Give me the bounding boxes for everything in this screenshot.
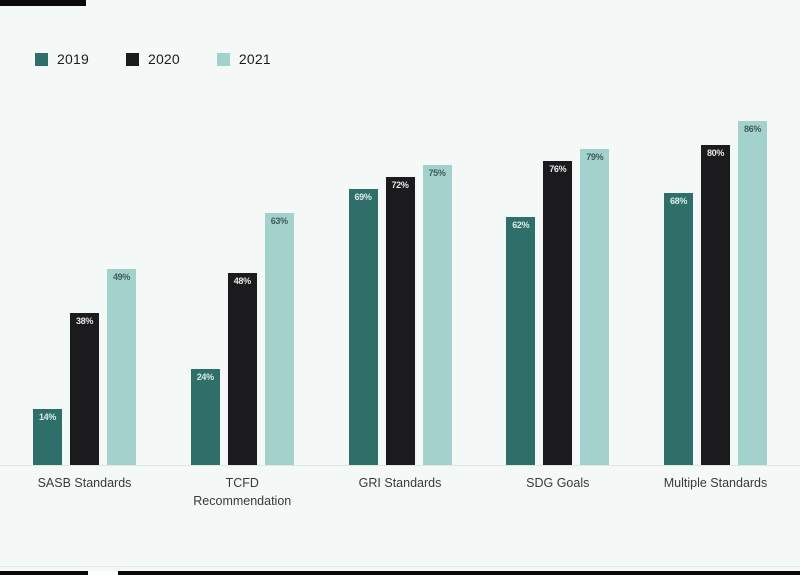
legend: 2019 2020 2021: [35, 50, 308, 68]
bar-group: 62% 76% 79%: [506, 65, 610, 465]
bar-2020-tcfd-recommendation: 48%: [227, 273, 257, 465]
legend-swatch-2020: [125, 52, 139, 66]
bar-2021-multiple-standards: 86%: [738, 121, 767, 465]
bar-2019-tcfd-recommendation: 24%: [190, 369, 220, 465]
bar-group: 68% 80% 86%: [664, 65, 767, 465]
bar-2019-sasb-standards: 14%: [33, 409, 62, 465]
bar-group: 24% 48% 63%: [190, 65, 294, 465]
bar-value-label: 79%: [586, 152, 604, 162]
bar-value-label: 68%: [669, 196, 688, 206]
bar-value-label: 76%: [549, 164, 567, 174]
bar-value-label: 75%: [428, 168, 446, 178]
bar-value-label: 62%: [512, 220, 530, 230]
bar-value-label: 24%: [196, 372, 214, 382]
bar-value-label: 80%: [706, 148, 725, 158]
bar-value-label: 72%: [391, 180, 409, 190]
category-label: Multiple Standards: [663, 476, 768, 490]
bar-value-label: 69%: [354, 192, 372, 202]
bar-value-label: 38%: [75, 316, 94, 326]
bar-value-label: 14%: [38, 412, 57, 422]
bar-value-label: 63%: [270, 216, 288, 226]
bar-2021-gri-standards: 75%: [422, 165, 452, 465]
category-label: GRI Standards: [358, 476, 442, 490]
bar-2021-tcfd-recommendation: 63%: [264, 213, 294, 465]
top-edge-artifact: [0, 0, 86, 6]
bar-value-label: 49%: [112, 272, 131, 282]
bar-2020-multiple-standards: 80%: [701, 145, 730, 465]
bar-2020-sdg-goals: 76%: [543, 161, 573, 465]
legend-item-2021: 2021: [216, 51, 271, 67]
legend-swatch-2021: [216, 52, 230, 66]
bottom-edge-gap: [88, 571, 118, 575]
divider-line: [0, 566, 800, 567]
bar-value-label: 86%: [743, 124, 762, 134]
bar-2019-multiple-standards: 68%: [664, 193, 693, 465]
bar-2019-sdg-goals: 62%: [506, 217, 536, 465]
category-label: SDG Goals: [526, 476, 590, 490]
legend-swatch-2019: [35, 52, 48, 66]
bar-group: 69% 72% 75%: [348, 65, 452, 465]
bar-group: 14% 38% 49%: [33, 65, 136, 465]
legend-label: 2021: [238, 51, 271, 67]
category-label: SASB Standards: [37, 476, 132, 490]
legend-item-2019: 2019: [35, 51, 89, 67]
bar-2021-sasb-standards: 49%: [107, 269, 136, 465]
x-axis-line: [0, 465, 800, 466]
bar-2019-gri-standards: 69%: [348, 189, 378, 465]
legend-item-2020: 2020: [125, 51, 180, 67]
bar-2020-gri-standards: 72%: [385, 177, 415, 465]
bar-2020-sasb-standards: 38%: [70, 313, 99, 465]
bar-2021-sdg-goals: 79%: [580, 149, 610, 465]
bottom-edge-artifact: [0, 571, 800, 575]
bar-value-label: 48%: [233, 276, 251, 286]
legend-label: 2019: [57, 51, 89, 67]
plot-area: 14% 38% 49% 24% 48% 63% 69% 72% 75% 62% 76% 79% 68% 8…: [0, 65, 800, 465]
legend-label: 2020: [147, 51, 180, 67]
category-label: TCFD Recommendation: [193, 476, 292, 509]
